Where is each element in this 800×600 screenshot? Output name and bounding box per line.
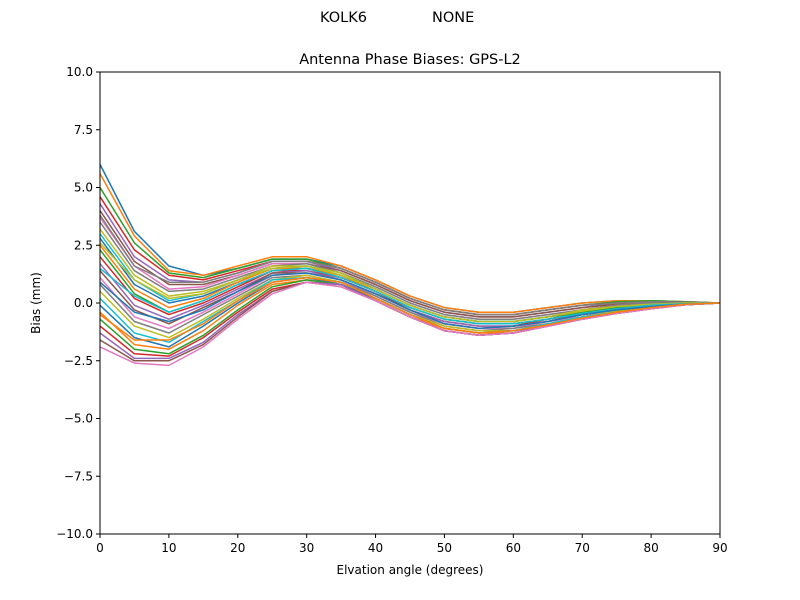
x-tick-label: 40 <box>368 541 383 555</box>
x-tick-label: 70 <box>575 541 590 555</box>
x-tick-label: 60 <box>506 541 521 555</box>
series-line-29 <box>99 242 720 323</box>
x-tick-label: 10 <box>161 541 176 555</box>
y-tick-label: 2.5 <box>74 238 93 252</box>
series-line-14 <box>99 256 721 327</box>
x-tick-label: 0 <box>96 541 104 555</box>
series-line-2 <box>99 173 721 313</box>
y-tick-label: 7.5 <box>74 123 93 137</box>
x-tick-label: 80 <box>643 541 658 555</box>
y-tick-label: −10.0 <box>56 527 93 541</box>
series-line-27 <box>99 281 721 367</box>
x-tick-label: 20 <box>230 541 245 555</box>
x-axis-ticks: 0 10 20 30 40 50 60 70 80 90 <box>96 534 728 555</box>
y-axis-ticks: −10.0 −7.5 −5.0 −2.5 0.0 2.5 5.0 7.5 10.0 <box>56 65 100 541</box>
y-tick-label: −2.5 <box>64 354 93 368</box>
chart-title: Antenna Phase Biases: GPS-L2 <box>299 52 521 68</box>
y-tick-label: 5.0 <box>74 181 93 195</box>
series-line-4 <box>99 196 721 316</box>
series-line-30 <box>99 267 721 325</box>
suptitle-antenna: NONE <box>432 10 475 26</box>
series-line-6 <box>99 210 720 318</box>
x-tick-label: 30 <box>299 541 314 555</box>
x-axis-label: Elvation angle (degrees) <box>337 563 484 577</box>
series-line-31 <box>99 272 721 330</box>
x-tick-label: 50 <box>437 541 452 555</box>
series-line-32 <box>99 276 721 341</box>
y-tick-label: −7.5 <box>64 469 93 483</box>
y-axis-label: Bias (mm) <box>29 272 43 334</box>
series-line-8 <box>99 221 720 320</box>
y-tick-label: 0.0 <box>74 296 93 310</box>
y-tick-label: −5.0 <box>64 412 93 426</box>
series-line-28 <box>99 214 721 316</box>
series-layer <box>99 164 721 367</box>
y-tick-label: 10.0 <box>66 65 93 79</box>
x-tick-label: 90 <box>712 541 727 555</box>
suptitle-station: KOLK6 <box>320 10 367 26</box>
series-line-26 <box>99 281 721 362</box>
